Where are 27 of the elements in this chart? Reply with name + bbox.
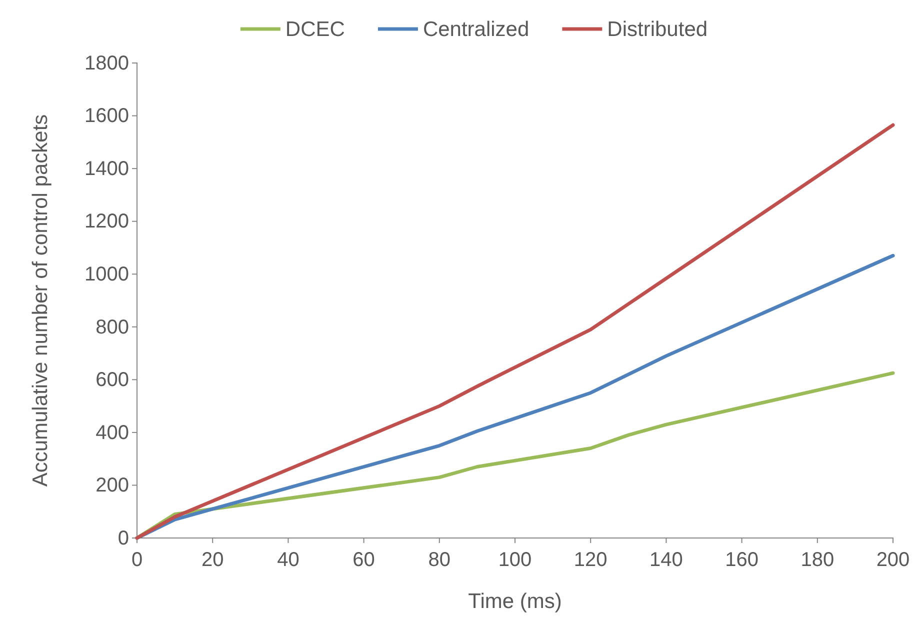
legend-label: DCEC (285, 18, 345, 41)
y-axis-title: Accumulative number of control packets (29, 114, 52, 487)
x-tick-label: 160 (725, 549, 758, 571)
y-tick-label: 1400 (84, 158, 129, 180)
x-tick-label: 140 (650, 549, 683, 571)
x-tick-label: 100 (498, 549, 532, 571)
x-axis-title: Time (ms) (468, 590, 562, 613)
x-tick-label: 180 (800, 549, 834, 571)
x-tick-label: 0 (131, 549, 143, 571)
x-tick-label: 40 (277, 549, 300, 571)
x-tick-label: 20 (201, 549, 224, 571)
y-tick-label: 0 (118, 527, 129, 550)
x-tick-label: 80 (428, 549, 451, 571)
x-tick-label: 200 (876, 549, 910, 571)
x-tick-label: 120 (574, 549, 608, 571)
y-tick-label: 400 (96, 422, 129, 444)
y-tick-label: 800 (96, 316, 129, 338)
y-tick-label: 1200 (84, 210, 129, 233)
y-tick-label: 200 (96, 474, 129, 497)
legend-label: Distributed (607, 18, 708, 41)
y-tick-label: 1000 (84, 264, 129, 286)
x-tick-label: 60 (352, 549, 375, 571)
y-tick-label: 1600 (84, 105, 129, 128)
y-tick-label: 1800 (84, 52, 129, 74)
line-series (135, 123, 895, 540)
legend-label: Centralized (422, 18, 530, 41)
y-tick-label: 600 (96, 369, 129, 392)
